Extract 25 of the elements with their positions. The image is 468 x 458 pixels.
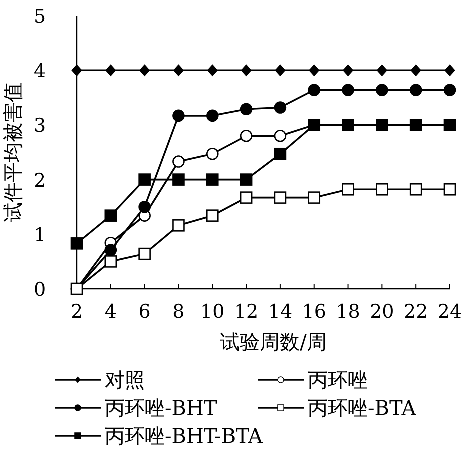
legend-label: 丙环唑-BHT bbox=[105, 396, 218, 420]
y-tick-label: 1 bbox=[34, 224, 46, 246]
x-tick-label: 4 bbox=[104, 301, 117, 323]
x-tick-label: 18 bbox=[336, 301, 360, 323]
x-tick-label: 2 bbox=[70, 301, 84, 323]
y-tick-label: 0 bbox=[34, 279, 46, 301]
x-tick-label: 12 bbox=[234, 301, 259, 323]
x-tick-label: 8 bbox=[172, 301, 185, 323]
x-tick-label: 10 bbox=[200, 301, 225, 323]
x-tick-label: 22 bbox=[404, 301, 428, 323]
x-tick-label: 14 bbox=[268, 301, 293, 323]
x-axis-title: 试验周数/周 bbox=[220, 330, 327, 354]
x-tick-label: 24 bbox=[438, 301, 462, 323]
y-tick-label: 3 bbox=[34, 115, 46, 138]
x-tick-label: 20 bbox=[370, 301, 394, 323]
x-tick-label: 16 bbox=[302, 301, 326, 323]
x-tick-label: 6 bbox=[138, 301, 151, 323]
y-axis-title: 试件平均被害值 bbox=[1, 82, 25, 222]
legend-label: 丙环唑 bbox=[308, 368, 368, 392]
legend-label: 丙环唑-BHT-BTA bbox=[105, 424, 264, 448]
y-tick-label: 4 bbox=[34, 60, 46, 83]
y-tick-label: 2 bbox=[34, 170, 46, 192]
legend-label: 丙环唑-BTA bbox=[308, 396, 417, 420]
legend-label: 对照 bbox=[105, 368, 145, 392]
y-tick-label: 5 bbox=[34, 6, 46, 28]
